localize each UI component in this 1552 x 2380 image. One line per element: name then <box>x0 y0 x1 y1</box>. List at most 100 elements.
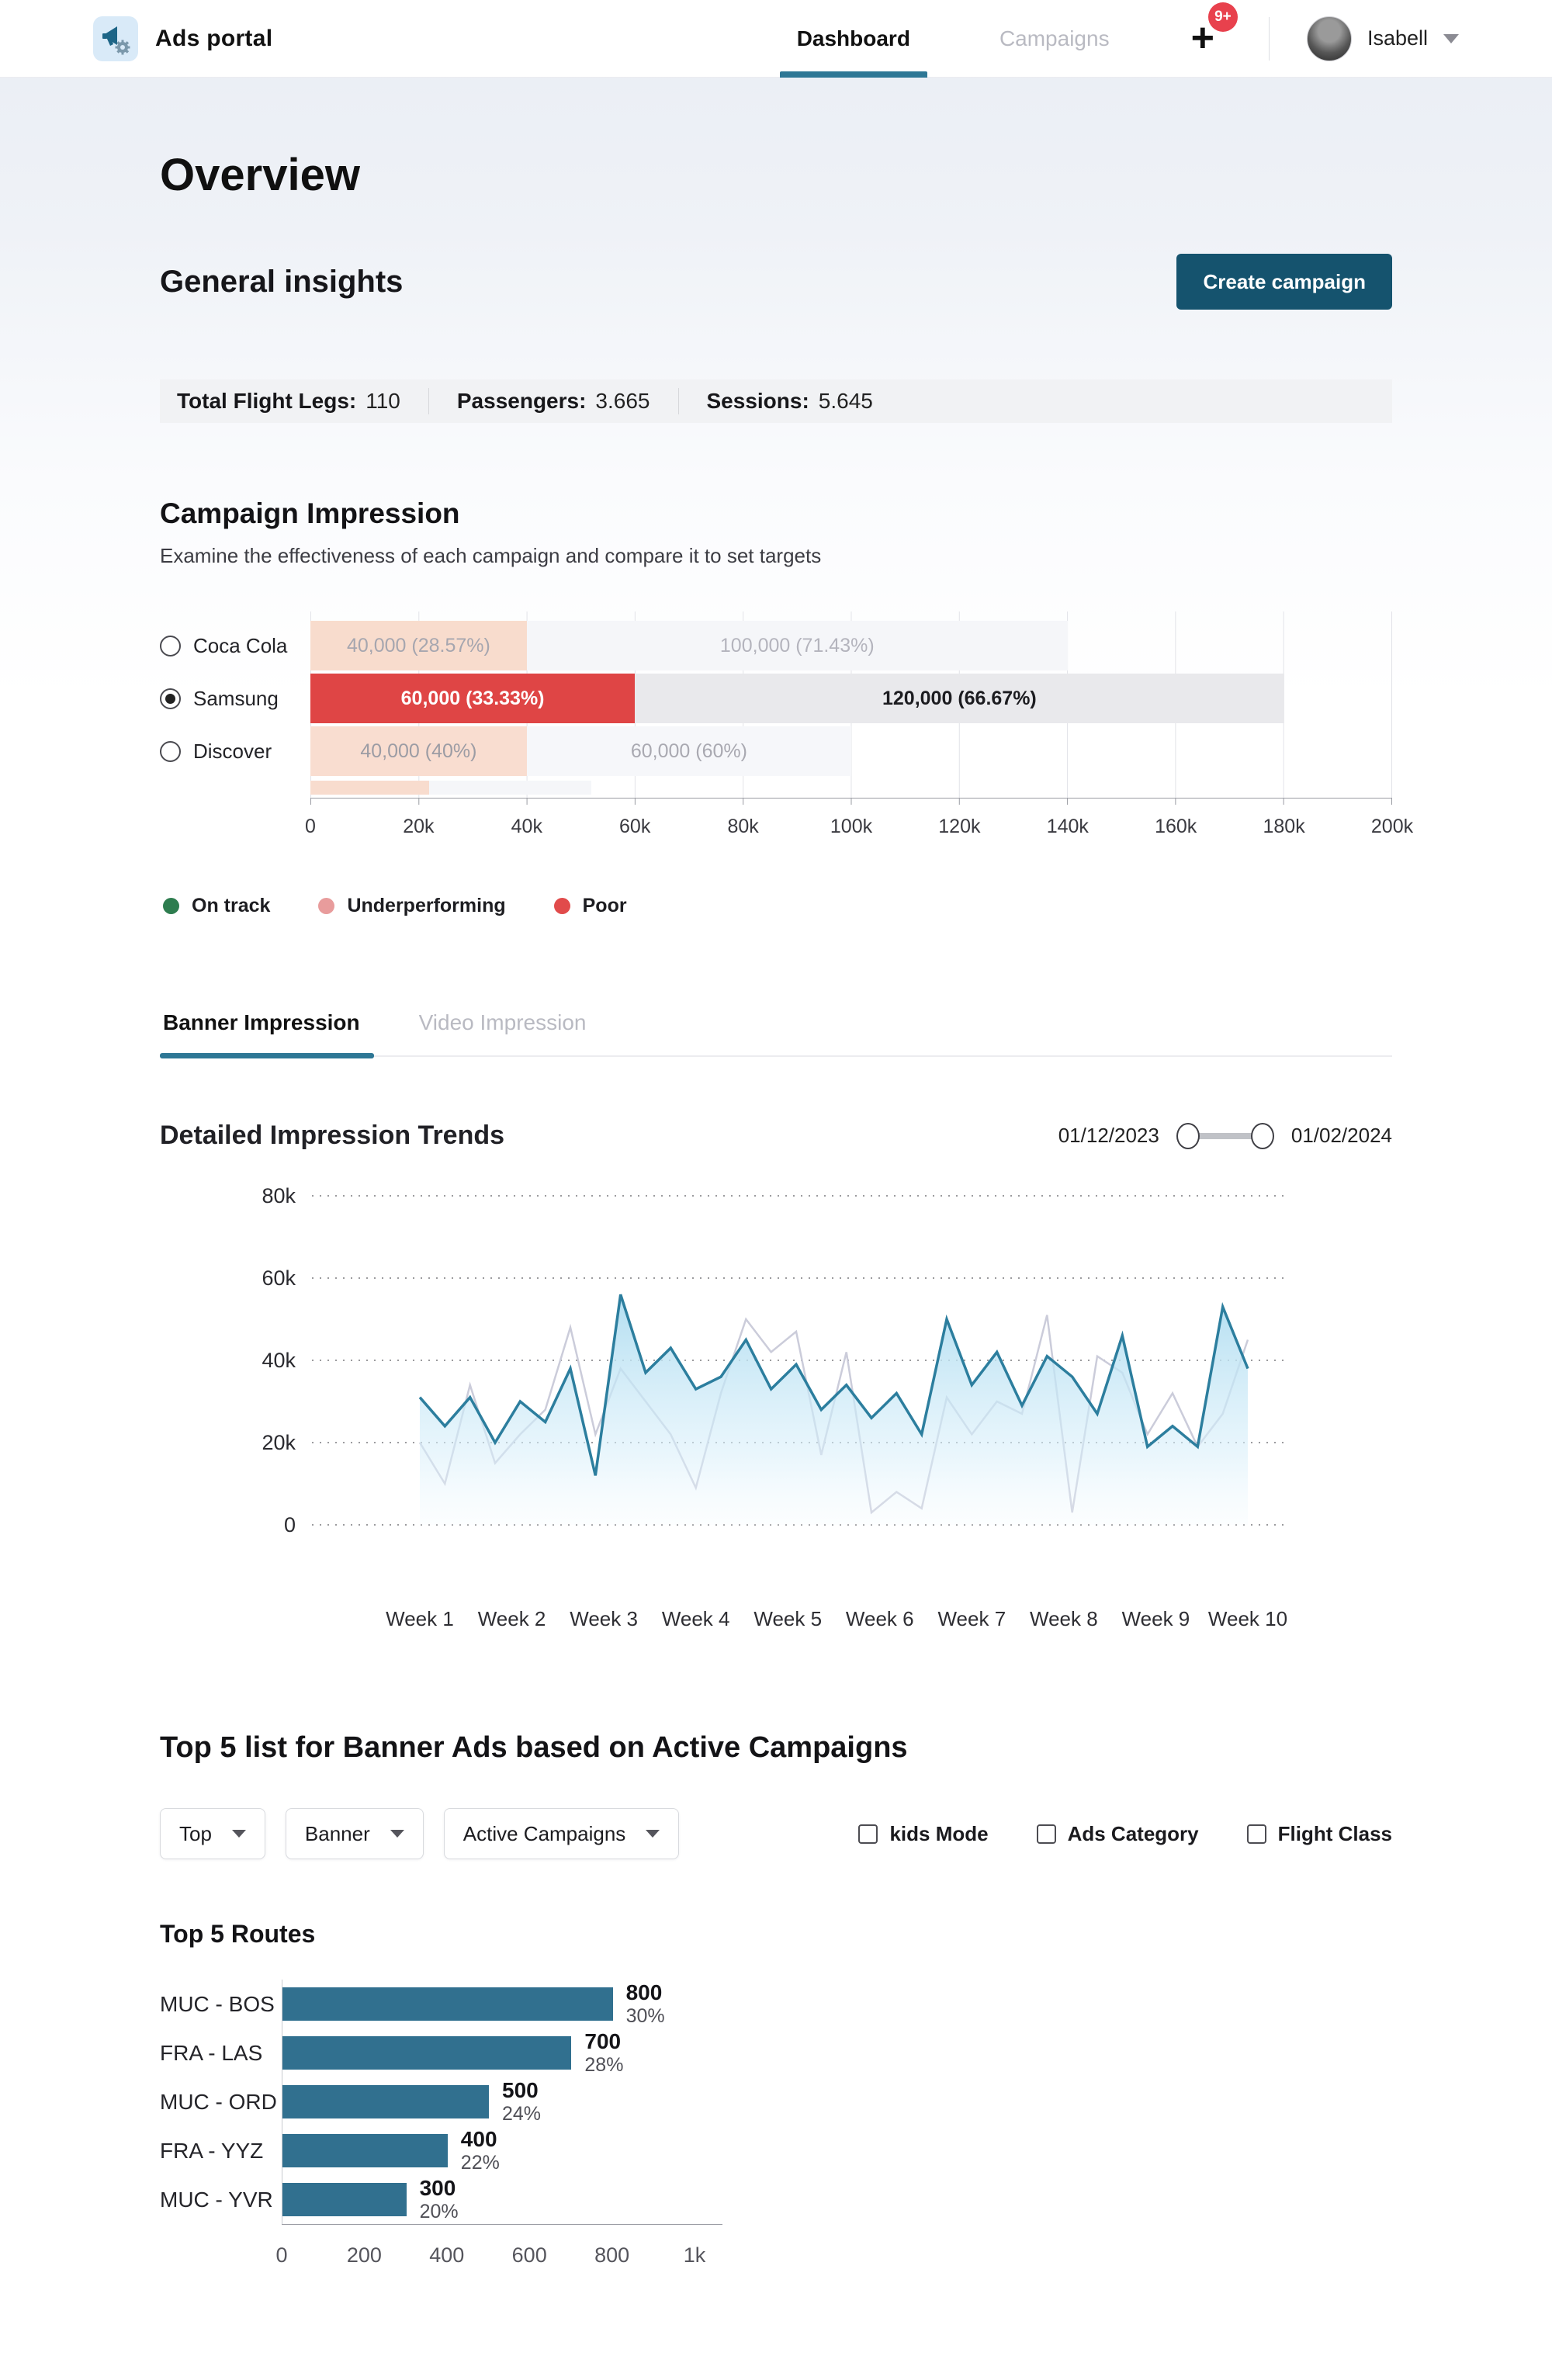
x-tick-label: 120k <box>938 816 981 837</box>
checkbox-ads-category[interactable]: Ads Category <box>1036 1822 1199 1846</box>
route-value: 400 <box>460 2127 497 2152</box>
campaign-impression-subtitle: Examine the effectiveness of each campai… <box>160 544 822 567</box>
x-axis-line <box>310 798 1392 805</box>
dropdown-top[interactable]: Top <box>160 1808 265 1859</box>
week-label: Week 10 <box>1207 1607 1288 1630</box>
user-menu[interactable]: Isabell <box>1306 16 1459 61</box>
slider-knob-start[interactable] <box>1176 1122 1200 1149</box>
checkbox-icon <box>1246 1824 1266 1844</box>
radio-discover[interactable] <box>160 740 181 762</box>
legend-label: Underperforming <box>347 895 506 916</box>
bar-segment-remaining: 120,000 (66.67%) <box>635 674 1284 723</box>
dropdown-active-campaigns[interactable]: Active Campaigns <box>443 1808 680 1859</box>
stat-value: 110 <box>365 389 400 413</box>
y-tick-label: 40k <box>262 1349 296 1372</box>
top5-title: Top 5 list for Banner Ads based on Activ… <box>160 1731 908 1764</box>
route-bar <box>282 2036 572 2070</box>
campaign-impression-rows: Coca Cola 40,000 (28.57%) 100,000 (71.43%)… <box>160 619 1392 798</box>
x-tick-label: 80k <box>727 816 759 837</box>
top5-filters: Top Banner Active Campaigns <box>160 1808 1392 1859</box>
routes-axis-line <box>282 2224 722 2225</box>
trends-svg: 80k 60k 40k 20k 0 <box>262 1184 1286 1536</box>
tab-banner-impression[interactable]: Banner Impression <box>160 1010 374 1058</box>
chevron-down-icon <box>1443 33 1459 43</box>
x-tick-label: 60k <box>619 816 651 837</box>
nav-item-campaigns[interactable]: Campaigns <box>992 0 1117 78</box>
top-nav: Dashboard Campaigns + 9+ Isabell <box>779 0 1459 78</box>
tab-video-impression[interactable]: Video Impression <box>416 1010 594 1055</box>
route-value: 700 <box>584 2029 622 2054</box>
campaign-impression-section: Campaign Impression Examine the effectiv… <box>160 497 1413 917</box>
x-tick-label: 100k <box>830 816 873 837</box>
radio-coca-cola[interactable] <box>160 635 181 656</box>
stat-label: Passengers: <box>456 389 587 413</box>
week-label: Week 9 <box>1121 1607 1190 1630</box>
page-title: Overview <box>160 150 360 200</box>
route-bar <box>282 1987 613 2021</box>
route-bar <box>282 2134 448 2167</box>
route-name: FRA - YYZ <box>160 2138 264 2163</box>
route-percent: 22% <box>460 2152 500 2174</box>
x-tick-label: 160k <box>1155 816 1197 837</box>
bar-segment-achieved: 40,000 (28.57%) <box>310 621 527 670</box>
week-label: Week 8 <box>1030 1607 1098 1630</box>
brand[interactable]: Ads portal <box>93 16 272 61</box>
stats-bar: Total Flight Legs: 110 Passengers: 3.665… <box>160 379 1392 423</box>
x-tick-label: 0 <box>305 816 316 837</box>
dropdown-banner[interactable]: Banner <box>285 1808 424 1859</box>
campaign-name: Coca Cola <box>193 633 288 657</box>
slider-knob-end[interactable] <box>1250 1122 1274 1149</box>
date-range-slider[interactable] <box>1176 1122 1274 1149</box>
top-bar: Ads portal Dashboard Campaigns + 9+ Isab… <box>0 0 1552 78</box>
stat-divider <box>428 388 429 414</box>
legend-item-on-track: On track <box>163 895 270 917</box>
stat-value: 5.645 <box>818 389 873 413</box>
route-values: 400 22% <box>461 2127 500 2174</box>
bar-segment-remaining: 60,000 (60%) <box>526 726 851 776</box>
stat-value: 3.665 <box>595 389 650 413</box>
app-title: Ads portal <box>155 25 273 51</box>
legend-label: Poor <box>582 895 627 916</box>
legend-dot-icon <box>553 898 570 914</box>
notification-badge: 9+ <box>1207 2 1238 32</box>
routes-x-tick-label: 400 <box>429 2243 465 2267</box>
stat-divider <box>677 388 679 414</box>
route-bar <box>282 2183 407 2216</box>
route-plot: 800 30% <box>282 1980 858 2028</box>
dropdown-value: Active Campaigns <box>462 1821 626 1845</box>
campaign-row-discover: Discover 40,000 (40%) 60,000 (60%) <box>160 725 1392 778</box>
notifications-button[interactable]: + 9+ <box>1191 2 1238 58</box>
stat-label: Total Flight Legs: <box>177 389 357 413</box>
y-tick-label: 80k <box>262 1184 296 1207</box>
checkbox-kids-mode[interactable]: kids Mode <box>858 1822 989 1846</box>
campaign-impression-title: Campaign Impression <box>160 497 460 529</box>
checkbox-flight-class[interactable]: Flight Class <box>1246 1821 1392 1846</box>
radio-samsung[interactable] <box>160 688 181 709</box>
y-tick-label: 20k <box>262 1431 296 1454</box>
stat-passengers: Passengers: 3.665 <box>457 389 650 414</box>
route-name: MUC - ORD <box>160 2089 277 2114</box>
checkbox-label: Flight Class <box>1277 1821 1392 1845</box>
week-label: Week 6 <box>845 1607 914 1630</box>
create-campaign-button[interactable]: Create campaign <box>1176 254 1392 310</box>
impression-trends-chart: 80k 60k 40k 20k 0 <box>160 1173 1392 1607</box>
route-name: MUC - YVR <box>160 2187 273 2212</box>
legend-item-poor: Poor <box>553 895 627 917</box>
campaign-row-coca-cola: Coca Cola 40,000 (28.57%) 100,000 (71.43%) <box>160 619 1392 672</box>
stat-sessions: Sessions: 5.645 <box>707 389 873 414</box>
nav-item-dashboard[interactable]: Dashboard <box>779 0 927 78</box>
route-value: 300 <box>419 2176 456 2201</box>
campaign-bar: 40,000 (28.57%) 100,000 (71.43%) <box>310 621 1392 670</box>
legend-label: On track <box>192 895 271 916</box>
stat-total-flight-legs: Total Flight Legs: 110 <box>177 389 400 414</box>
dropdown-value: Top <box>179 1821 212 1845</box>
route-percent: 30% <box>625 2005 665 2028</box>
date-range-control: 01/12/2023 01/02/2024 <box>1058 1122 1392 1149</box>
bar-segment-achieved: 60,000 (33.33%) <box>310 674 636 723</box>
bar-segment-achieved: 40,000 (40%) <box>310 726 527 776</box>
route-name: MUC - BOS <box>160 1991 275 2016</box>
tab-label: Video Impression <box>418 1010 587 1034</box>
campaign-bar: 40,000 (40%) 60,000 (60%) <box>310 726 1392 776</box>
top5-section: Top 5 list for Banner Ads based on Activ… <box>160 1731 1392 2290</box>
route-row-muc-bos: MUC - BOS 800 30% <box>160 1980 858 2028</box>
